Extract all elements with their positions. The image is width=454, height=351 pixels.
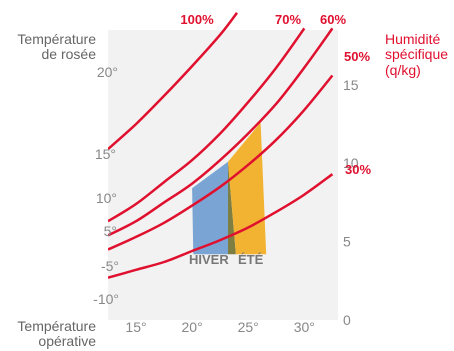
left-tick: 5° [104,223,117,239]
comfort-zones [192,122,267,255]
rh-curve-1 [108,27,306,223]
rh-label-100: 100% [180,12,214,27]
left-tick: 15° [95,146,116,162]
rh-curve-2 [108,27,334,237]
right-axis-title-line2: spécifique [385,46,448,62]
x-tick: 15° [125,319,146,335]
zone-label-hiver: HIVER [189,252,229,267]
zone-2 [228,122,267,255]
rh-label-50: 50% [344,49,370,64]
left-axis-title-line2: de rosée [42,46,97,62]
rh-label-70: 70% [275,12,301,27]
right-tick: 10 [343,155,359,171]
right-axis-ticks: 15 10 5 0 [343,77,359,328]
humidity-curves [108,12,334,279]
x-axis-title-line2: opérative [38,333,96,349]
rh-label-30: 30% [345,162,371,177]
left-tick: 20° [97,64,118,80]
left-tick: -10° [93,291,119,307]
left-tick: 10° [96,190,117,206]
right-axis-title-line1: Humidité [385,31,440,47]
x-tick: 20° [182,319,203,335]
left-axis-title-line1: Température [17,31,96,47]
x-tick: 25° [238,319,259,335]
left-tick: -5° [101,258,119,274]
x-tick: 30° [294,319,315,335]
zone-label-ete: ÉTÉ [238,252,264,267]
x-axis-title-line1: Température [17,318,96,334]
right-axis-title-line3: (q/kg) [385,62,421,78]
rh-label-60: 60% [320,12,346,27]
rh-curve-0 [108,12,238,151]
rh-curve-4 [108,173,334,279]
rh-curve-3 [108,74,334,251]
right-tick: 15 [343,77,359,93]
right-tick: 0 [343,312,351,328]
x-axis-ticks: 15° 20° 25° 30° [125,319,314,335]
zone-0 [192,161,228,255]
right-tick: 5 [343,234,351,250]
zone-1 [223,161,236,255]
